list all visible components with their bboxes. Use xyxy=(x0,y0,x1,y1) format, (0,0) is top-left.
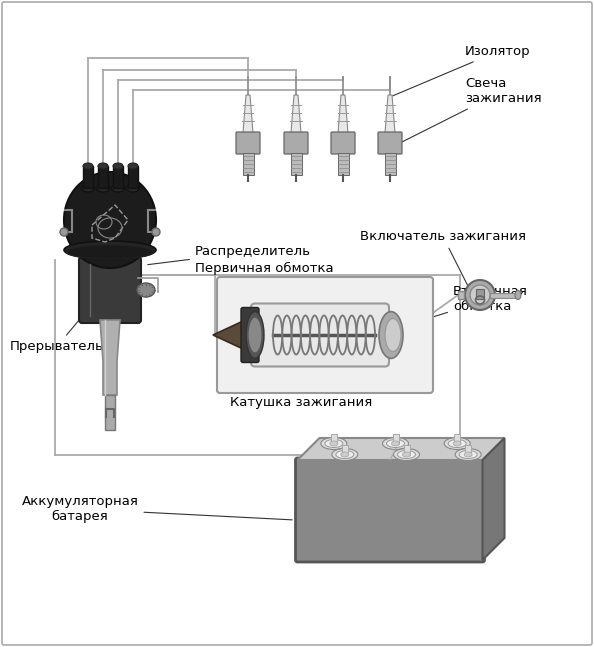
Ellipse shape xyxy=(403,452,410,457)
Ellipse shape xyxy=(64,172,156,268)
Bar xyxy=(393,433,399,443)
Ellipse shape xyxy=(67,245,154,259)
Ellipse shape xyxy=(448,439,466,448)
Bar xyxy=(242,153,254,175)
Ellipse shape xyxy=(248,317,262,353)
Ellipse shape xyxy=(385,318,401,351)
FancyBboxPatch shape xyxy=(79,257,141,323)
Ellipse shape xyxy=(459,450,477,459)
Ellipse shape xyxy=(379,312,403,358)
Ellipse shape xyxy=(64,241,156,259)
Bar xyxy=(113,166,123,188)
Ellipse shape xyxy=(453,441,461,446)
Ellipse shape xyxy=(98,163,108,169)
FancyBboxPatch shape xyxy=(331,132,355,154)
Ellipse shape xyxy=(128,163,138,169)
Bar xyxy=(331,433,337,443)
Ellipse shape xyxy=(383,437,409,450)
Ellipse shape xyxy=(332,448,358,461)
Ellipse shape xyxy=(113,163,123,169)
Ellipse shape xyxy=(246,312,264,358)
Ellipse shape xyxy=(444,437,470,450)
Bar xyxy=(454,433,460,443)
Bar xyxy=(342,444,348,454)
Ellipse shape xyxy=(137,283,155,297)
Ellipse shape xyxy=(515,291,521,300)
Ellipse shape xyxy=(455,448,481,461)
Ellipse shape xyxy=(341,452,349,457)
Text: Свеча
зажигания: Свеча зажигания xyxy=(393,77,542,147)
Ellipse shape xyxy=(387,439,405,448)
Ellipse shape xyxy=(60,228,68,236)
Polygon shape xyxy=(213,316,255,355)
Bar xyxy=(458,291,464,299)
FancyBboxPatch shape xyxy=(295,458,485,562)
Text: Включатель зажигания: Включатель зажигания xyxy=(360,230,526,298)
Ellipse shape xyxy=(470,285,490,305)
Bar xyxy=(83,166,93,188)
Bar xyxy=(465,444,471,454)
Polygon shape xyxy=(100,320,120,395)
Ellipse shape xyxy=(397,450,415,459)
Ellipse shape xyxy=(83,163,93,169)
Polygon shape xyxy=(385,95,395,133)
Bar xyxy=(98,166,108,188)
Polygon shape xyxy=(298,438,504,460)
Text: Изолятор: Изолятор xyxy=(393,45,530,96)
Ellipse shape xyxy=(127,184,140,192)
Ellipse shape xyxy=(96,184,109,192)
Bar xyxy=(384,153,396,175)
Ellipse shape xyxy=(464,452,472,457)
Text: Вторичная
обмотка: Вторичная обмотка xyxy=(378,285,528,334)
Polygon shape xyxy=(482,438,504,560)
Bar xyxy=(337,153,349,175)
Ellipse shape xyxy=(391,441,400,446)
Polygon shape xyxy=(243,95,253,133)
Bar xyxy=(105,395,115,430)
Ellipse shape xyxy=(81,184,94,192)
Ellipse shape xyxy=(393,448,419,461)
FancyBboxPatch shape xyxy=(236,132,260,154)
Ellipse shape xyxy=(152,228,160,236)
FancyBboxPatch shape xyxy=(241,307,259,362)
Text: Первичная обмотка: Первичная обмотка xyxy=(195,262,334,337)
FancyBboxPatch shape xyxy=(378,132,402,154)
FancyBboxPatch shape xyxy=(217,277,433,393)
Bar xyxy=(290,153,302,175)
Ellipse shape xyxy=(112,184,125,192)
Text: Прерыватель: Прерыватель xyxy=(10,297,104,353)
Ellipse shape xyxy=(325,439,343,448)
Polygon shape xyxy=(338,95,348,133)
FancyBboxPatch shape xyxy=(284,132,308,154)
Text: Катушка зажигания: Катушка зажигания xyxy=(230,396,372,409)
Bar xyxy=(403,444,409,454)
Ellipse shape xyxy=(336,450,354,459)
Bar xyxy=(128,166,138,188)
Ellipse shape xyxy=(465,280,495,310)
Text: Распределитель: Распределитель xyxy=(148,245,311,265)
FancyBboxPatch shape xyxy=(251,303,389,366)
Ellipse shape xyxy=(321,437,347,450)
Text: Аккумуляторная
батарея: Аккумуляторная батарея xyxy=(21,495,292,523)
Polygon shape xyxy=(291,95,301,133)
Ellipse shape xyxy=(330,441,338,446)
Bar xyxy=(476,289,484,299)
Bar xyxy=(490,293,518,298)
